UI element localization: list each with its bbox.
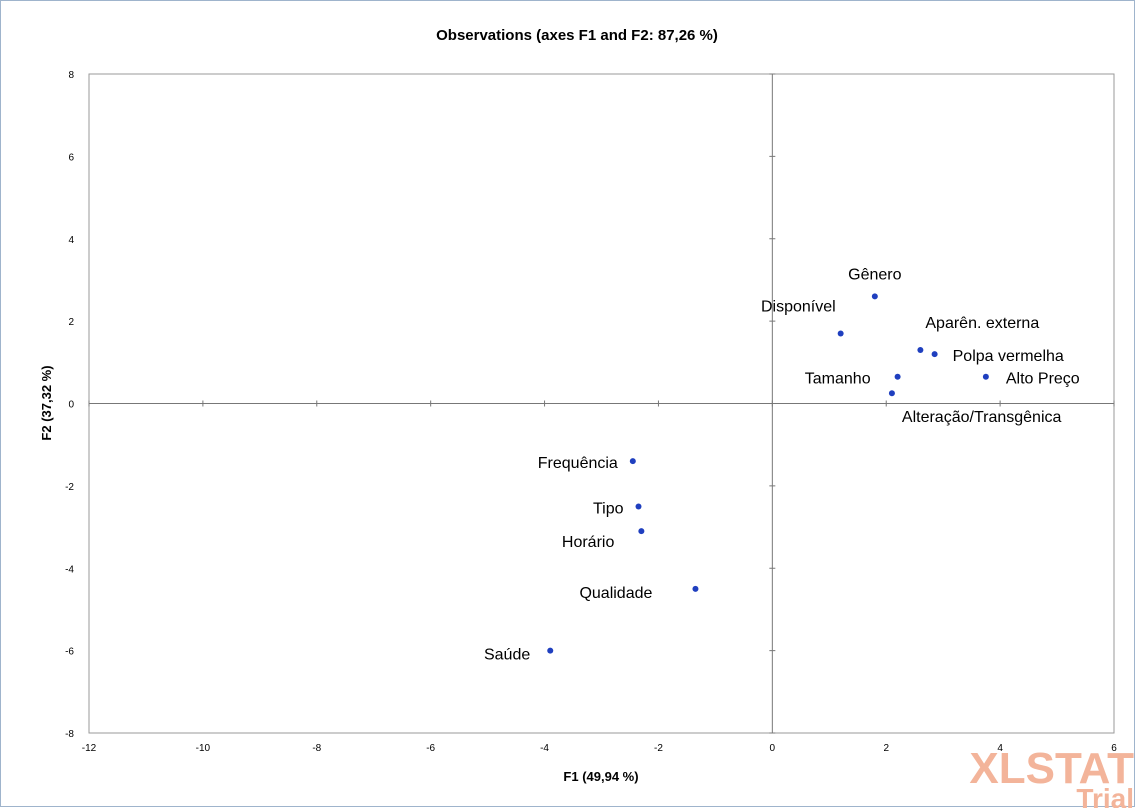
- point-label: Saúde: [484, 647, 530, 664]
- y-tick-label: 2: [68, 317, 74, 328]
- x-tick-label: -12: [82, 743, 97, 754]
- point-label: Alto Preço: [1006, 371, 1080, 388]
- watermark-trial: Trial: [1076, 783, 1134, 808]
- point-label: Aparên. externa: [925, 315, 1039, 332]
- tick-labels: -12 -10 -8 -6 -4 -2 0 2 4 6 -8 -6 -4 -2 0 2 4 6 8: [65, 70, 1117, 754]
- x-tick-label: 6: [1111, 743, 1117, 754]
- y-tick-label: -4: [65, 564, 74, 575]
- x-tick-label: -4: [540, 743, 549, 754]
- y-tick-label: -6: [65, 647, 74, 658]
- x-axis-label: F1 (49,94 %): [563, 769, 638, 784]
- point-labels: Gênero Disponível Aparên. externa Polpa ver…: [484, 266, 1080, 663]
- data-point: [894, 373, 901, 380]
- y-tick-label: -2: [65, 482, 74, 493]
- data-point: [931, 351, 938, 358]
- x-tick-label: -6: [426, 743, 435, 754]
- data-point: [871, 293, 878, 300]
- data-point: [917, 346, 924, 353]
- x-tick-label: -2: [654, 743, 663, 754]
- x-tick-label: 0: [770, 743, 776, 754]
- y-axis-label: F2 (37,32 %): [39, 365, 54, 440]
- point-label: Qualidade: [579, 585, 652, 602]
- point-label: Gênero: [848, 266, 901, 283]
- x-tick-label: 2: [883, 743, 889, 754]
- data-point: [837, 330, 844, 337]
- data-point: [635, 503, 642, 510]
- y-tick-label: 0: [68, 400, 74, 411]
- y-tick-label: 8: [68, 70, 74, 81]
- point-label: Tamanho: [805, 371, 871, 388]
- data-point: [982, 373, 989, 380]
- x-tick-label: -10: [196, 743, 211, 754]
- y-tick-label: -8: [65, 729, 74, 740]
- data-point: [547, 647, 554, 654]
- point-label: Tipo: [593, 500, 624, 517]
- y-tick-label: 6: [68, 152, 74, 163]
- point-label: Frequência: [538, 455, 618, 472]
- y-tick-label: 4: [68, 235, 74, 246]
- watermark-xlstat: XLSTAT: [969, 744, 1134, 793]
- x-tick-label: -8: [312, 743, 321, 754]
- point-label: Disponível: [761, 298, 836, 315]
- axes: [88, 73, 1115, 734]
- data-points: [547, 293, 989, 654]
- data-point: [629, 458, 636, 465]
- data-point: [692, 585, 699, 592]
- point-label: Polpa vermelha: [953, 348, 1064, 365]
- point-label: Alteração/Transgênica: [902, 409, 1062, 426]
- point-label: Horário: [562, 534, 615, 551]
- chart-title: Observations (axes F1 and F2: 87,26 %): [436, 27, 718, 44]
- data-point: [888, 390, 895, 397]
- data-point: [638, 528, 645, 535]
- x-tick-label: 4: [997, 743, 1003, 754]
